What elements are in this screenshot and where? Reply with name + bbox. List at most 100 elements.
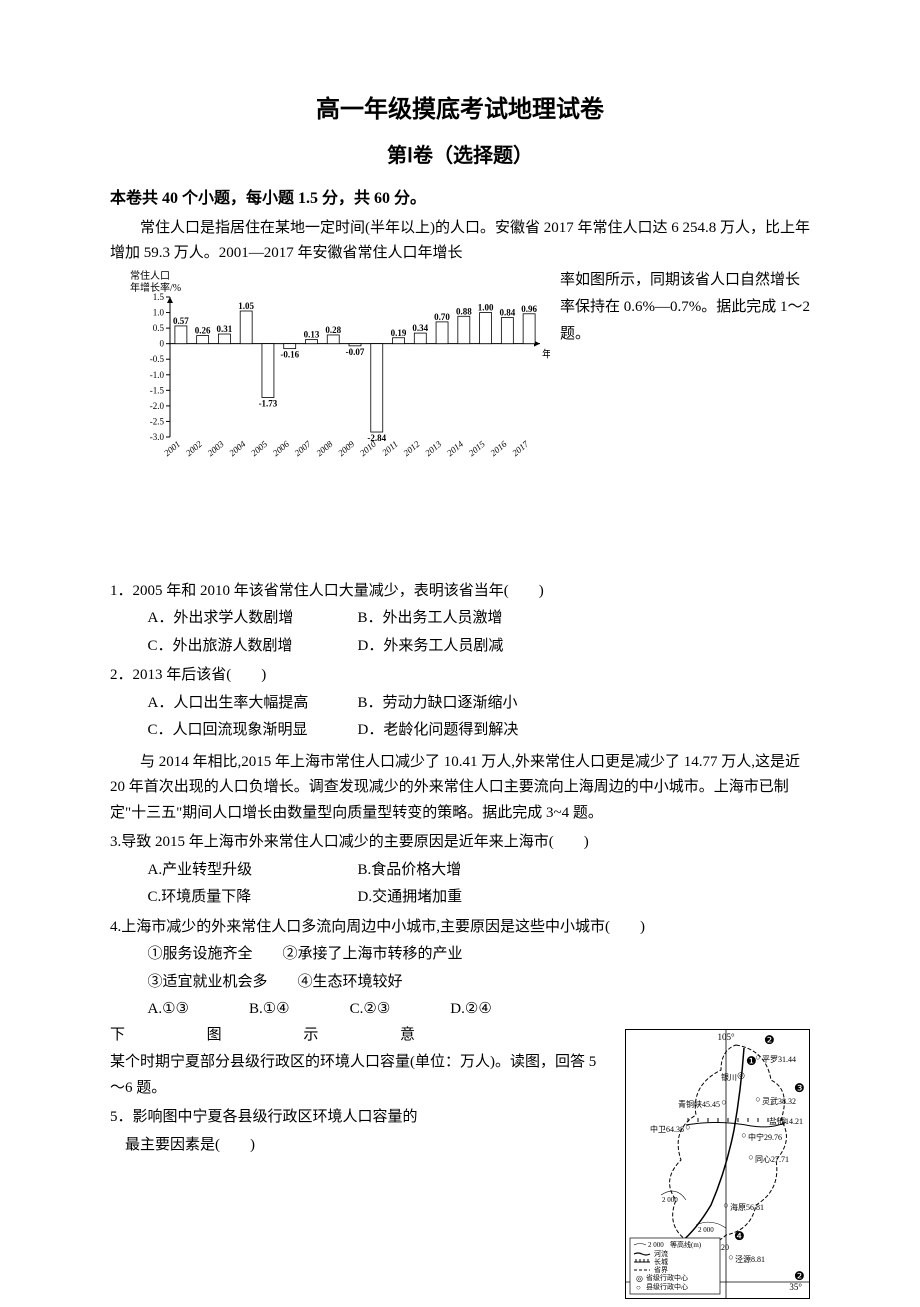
svg-text:○: ○ bbox=[755, 1052, 760, 1062]
q4-optC: C.②③ bbox=[350, 997, 391, 1023]
svg-text:0.19: 0.19 bbox=[391, 328, 407, 338]
svg-text:1.00: 1.00 bbox=[478, 303, 494, 313]
svg-text:泾源8.81: 泾源8.81 bbox=[735, 1255, 765, 1264]
svg-text:2004: 2004 bbox=[227, 439, 248, 459]
svg-text:中宁29.76: 中宁29.76 bbox=[748, 1132, 782, 1142]
q4-optB: B.①④ bbox=[249, 997, 290, 1023]
svg-text:35°: 35° bbox=[789, 1282, 802, 1292]
q2-optB: B．劳动力缺口逐渐缩小 bbox=[358, 691, 538, 717]
q1-stem: 1．2005 年和 2010 年该省常住人口大量减少，表明该省当年( ) bbox=[110, 579, 810, 605]
doc-subtitle: 第Ⅰ卷（选择题） bbox=[110, 139, 810, 173]
svg-text:0.88: 0.88 bbox=[456, 306, 472, 316]
svg-text:○: ○ bbox=[755, 1094, 760, 1104]
q3-optB: B.食品价格大增 bbox=[358, 858, 538, 884]
q3-stem: 3.导致 2015 年上海市外来常住人口减少的主要原因是近年来上海市( ) bbox=[110, 830, 810, 856]
p3-c1: 下 bbox=[110, 1023, 125, 1049]
p3-c2: 图 bbox=[207, 1023, 222, 1049]
svg-text:○: ○ bbox=[741, 1130, 746, 1140]
svg-text:1.05: 1.05 bbox=[238, 301, 254, 311]
svg-text:2007: 2007 bbox=[293, 439, 314, 459]
svg-text:2009: 2009 bbox=[336, 439, 357, 459]
svg-text:2002: 2002 bbox=[184, 439, 205, 459]
q2-optC: C．人口回流现象渐明显 bbox=[148, 718, 328, 744]
svg-text:○: ○ bbox=[636, 1283, 641, 1292]
svg-text:-0.16: -0.16 bbox=[280, 350, 299, 360]
svg-text:2 000: 2 000 bbox=[698, 1226, 714, 1234]
svg-text:-1.73: -1.73 bbox=[259, 398, 278, 408]
q2-stem: 2．2013 年后该省( ) bbox=[110, 663, 810, 689]
svg-text:2015: 2015 bbox=[467, 439, 488, 459]
svg-text:-2.5: -2.5 bbox=[150, 416, 165, 426]
svg-text:省级行政中心: 省级行政中心 bbox=[646, 1273, 688, 1282]
svg-text:-2.0: -2.0 bbox=[150, 401, 165, 411]
svg-text:0.13: 0.13 bbox=[304, 330, 320, 340]
svg-text:0.28: 0.28 bbox=[325, 325, 341, 335]
svg-text:○: ○ bbox=[685, 1122, 690, 1132]
svg-text:❷: ❷ bbox=[794, 1269, 805, 1283]
svg-text:-0.5: -0.5 bbox=[150, 354, 165, 364]
svg-text:0.26: 0.26 bbox=[195, 326, 211, 336]
svg-text:长城: 长城 bbox=[654, 1257, 668, 1266]
q2-optA: A．人口出生率大幅提高 bbox=[148, 691, 328, 717]
svg-text:○: ○ bbox=[723, 1200, 728, 1210]
p3-c4: 意 bbox=[400, 1023, 415, 1049]
svg-text:省界: 省界 bbox=[654, 1265, 668, 1274]
svg-text:○: ○ bbox=[721, 1097, 726, 1107]
population-chart: 常住人口年增长率/%1.51.00.50-0.5-1.0-1.5-2.0-2.5… bbox=[110, 267, 550, 467]
intro-text: 常住人口是指居住在某地一定时间(半年以上)的人口。安徽省 2017 年常住人口达… bbox=[110, 216, 810, 267]
svg-text:常住人口: 常住人口 bbox=[130, 269, 170, 282]
q4-stem: 4.上海市减少的外来常住人口多流向周边中小城市,主要原因是这些中小城市( ) bbox=[110, 915, 810, 941]
passage-2: 与 2014 年相比,2015 年上海市常住人口减少了 10.41 万人,外来常… bbox=[110, 750, 810, 827]
svg-text:❸: ❸ bbox=[794, 1081, 805, 1095]
svg-text:1.0: 1.0 bbox=[153, 308, 165, 318]
svg-text:2003: 2003 bbox=[205, 439, 226, 459]
q3-optC: C.环境质量下降 bbox=[148, 885, 328, 911]
svg-text:○: ○ bbox=[748, 1152, 753, 1162]
svg-text:0.84: 0.84 bbox=[499, 308, 515, 318]
q1-optD: D．外来务工人员剧减 bbox=[358, 634, 538, 660]
svg-text:◎: ◎ bbox=[737, 1070, 745, 1080]
svg-text:0.34: 0.34 bbox=[412, 323, 428, 333]
svg-text:盐池14.21: 盐池14.21 bbox=[769, 1116, 803, 1126]
svg-text:同心27.71: 同心27.71 bbox=[755, 1155, 789, 1164]
svg-text:等高线(m): 等高线(m) bbox=[670, 1240, 702, 1249]
svg-text:-3.0: -3.0 bbox=[150, 432, 165, 442]
svg-text:-1.0: -1.0 bbox=[150, 370, 165, 380]
doc-title: 高一年级摸底考试地理试卷 bbox=[110, 90, 810, 131]
q2-optD: D．老龄化问题得到解决 bbox=[358, 718, 538, 744]
p3-c3: 示 bbox=[303, 1023, 318, 1049]
q1-optB: B．外出务工人员激增 bbox=[358, 606, 538, 632]
q4-optD: D.②④ bbox=[450, 997, 491, 1023]
svg-text:中卫64.38: 中卫64.38 bbox=[650, 1124, 684, 1134]
svg-text:2012: 2012 bbox=[401, 439, 422, 459]
q1-optA: A．外出求学人数剧增 bbox=[148, 606, 328, 632]
svg-text:○: ○ bbox=[728, 1252, 733, 1262]
svg-text:-0.07: -0.07 bbox=[346, 347, 365, 357]
svg-text:0.57: 0.57 bbox=[173, 316, 189, 326]
svg-text:2005: 2005 bbox=[249, 439, 270, 459]
ningxia-map: 105°35°2 0002 000❷❶❸❹❷◎银川○平罗31.44○青铜峡45.… bbox=[625, 1029, 810, 1299]
q5-stem: 5．影响图中宁夏各县级行政区环境人口容量的 bbox=[110, 1105, 610, 1131]
svg-text:海原56.81: 海原56.81 bbox=[730, 1202, 764, 1212]
section-rule: 本卷共 40 个小题，每小题 1.5 分，共 60 分。 bbox=[110, 185, 810, 212]
svg-text:灵武38.32: 灵武38.32 bbox=[762, 1096, 796, 1106]
svg-text:2008: 2008 bbox=[314, 439, 335, 459]
svg-text:2 000: 2 000 bbox=[662, 1196, 678, 1204]
intro-side-text: 率如图所示，同期该省人口自然增长率保持在 0.6%—0.7%。据此完成 1～2 … bbox=[560, 267, 810, 467]
q3-optD: D.交通拥堵加重 bbox=[358, 885, 538, 911]
svg-text:1.5: 1.5 bbox=[153, 292, 165, 302]
q4-line2: ③适宜就业机会多 ④生态环境较好 bbox=[148, 970, 403, 996]
svg-text:2014: 2014 bbox=[445, 439, 466, 459]
svg-text:2016: 2016 bbox=[488, 439, 509, 459]
svg-text:县级行政中心: 县级行政中心 bbox=[646, 1282, 688, 1291]
q5-stem2: 最主要因素是( ) bbox=[110, 1133, 610, 1159]
svg-text:2 000: 2 000 bbox=[648, 1241, 664, 1249]
svg-text:银川: 银川 bbox=[721, 1072, 737, 1082]
svg-text:0.31: 0.31 bbox=[217, 324, 233, 334]
q3-optA: A.产业转型升级 bbox=[148, 858, 328, 884]
svg-text:年: 年 bbox=[542, 348, 550, 361]
svg-text:2006: 2006 bbox=[271, 439, 292, 459]
q4-optA: A.①③ bbox=[148, 997, 189, 1023]
svg-text:2001: 2001 bbox=[162, 439, 182, 458]
svg-text:-1.5: -1.5 bbox=[150, 385, 165, 395]
